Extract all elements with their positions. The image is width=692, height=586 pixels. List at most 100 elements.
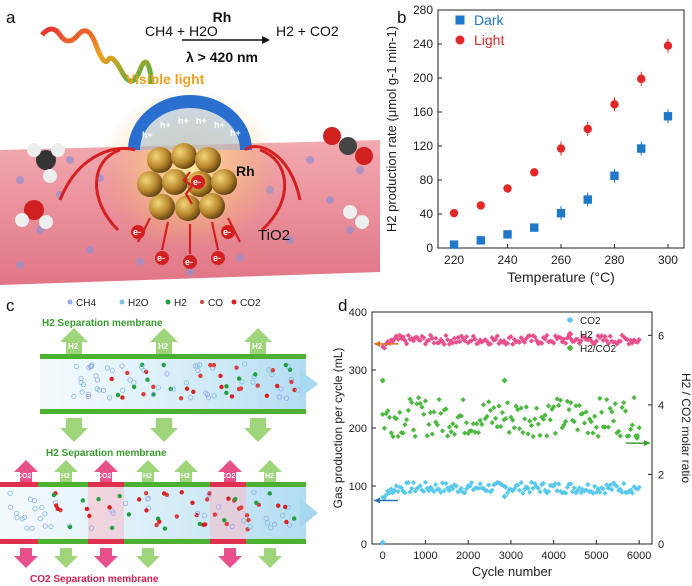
molecule <box>85 391 91 397</box>
data-point <box>414 334 420 340</box>
data-point <box>489 487 495 493</box>
data-point-dark <box>637 144 646 153</box>
molecule <box>239 505 244 510</box>
molecule <box>119 363 125 369</box>
panel-d: d 0 100 200 300 400 0 2 4 6 0 1000 2000 3000 4000 5000… <box>330 292 692 586</box>
molecule <box>127 377 133 383</box>
molecule <box>287 367 293 372</box>
molecule <box>253 372 258 377</box>
data-point <box>551 340 557 346</box>
data-point <box>602 490 608 496</box>
left-axis-arrowhead-h2 <box>374 340 380 347</box>
data-point <box>622 408 629 414</box>
data-point <box>523 404 529 410</box>
molecule <box>178 396 184 401</box>
data-point <box>612 339 618 345</box>
data-point-dark <box>663 112 673 121</box>
x-tick-label: 3000 <box>499 550 523 562</box>
molecule <box>145 377 150 382</box>
data-point <box>480 402 487 408</box>
data-point <box>422 341 429 347</box>
x-tick-label: 4000 <box>541 550 565 562</box>
data-point-dark <box>530 223 539 232</box>
data-point <box>405 332 411 339</box>
svg-text:H2: H2 <box>143 473 152 480</box>
molecule <box>197 521 203 527</box>
molecule <box>104 365 110 371</box>
svg-text:h+: h+ <box>142 130 153 140</box>
molecule <box>87 364 94 370</box>
legend-h2: H2 <box>174 298 187 309</box>
data-point <box>412 433 418 440</box>
y-tick-label: 240 <box>413 37 433 51</box>
data-point <box>532 416 538 422</box>
svg-text:CO2: CO2 <box>17 473 32 480</box>
y-tick-label: 40 <box>420 207 434 221</box>
data-point <box>602 424 608 430</box>
data-point <box>556 481 562 487</box>
svg-text:e-: e- <box>193 177 201 187</box>
data-point <box>417 483 423 489</box>
molecule <box>145 496 151 502</box>
molecule <box>226 496 231 501</box>
molecule <box>94 386 100 392</box>
molecule <box>203 390 209 396</box>
data-point-dark <box>476 236 485 245</box>
data-point <box>568 481 574 487</box>
molecule <box>37 516 43 522</box>
molecule <box>24 525 30 531</box>
data-point <box>626 433 632 439</box>
molecule <box>222 518 227 523</box>
membrane-co2-label: CO2 Separation membrane <box>30 574 159 585</box>
data-point <box>619 489 625 496</box>
data-point <box>621 400 627 406</box>
molecule <box>191 389 196 395</box>
data-point <box>410 427 417 433</box>
data-point <box>585 430 591 436</box>
data-point <box>522 416 528 422</box>
data-point <box>475 429 482 436</box>
molecule <box>141 392 146 397</box>
molecule <box>268 525 274 531</box>
data-point <box>628 337 634 343</box>
molecule <box>269 371 275 378</box>
data-point <box>445 485 451 491</box>
lattice-atoms <box>16 156 364 276</box>
data-point <box>525 431 531 437</box>
svg-text:e-: e- <box>157 253 165 263</box>
molecule <box>87 513 92 519</box>
molecule <box>242 361 248 367</box>
data-point <box>484 413 490 419</box>
data-point <box>528 422 535 429</box>
data-point <box>614 341 620 347</box>
molecule <box>241 518 247 524</box>
molecule <box>151 384 156 390</box>
molecule <box>244 513 250 518</box>
panel-label-c: c <box>6 296 15 315</box>
legend-marker <box>566 330 574 338</box>
panel-c-illustration: CH4 H2O H2 CO CO2 H2 Separation membrane… <box>0 298 318 585</box>
molecule <box>194 363 200 369</box>
molecule <box>236 386 242 392</box>
molecule <box>205 395 212 401</box>
molecule <box>255 383 260 388</box>
molecule <box>211 362 217 368</box>
data-point <box>598 409 605 415</box>
data-point <box>604 396 610 403</box>
molecule <box>100 387 107 393</box>
light-wave <box>40 26 155 85</box>
legend-co: CO <box>208 298 223 309</box>
molecule <box>109 376 114 382</box>
molecule <box>205 497 210 502</box>
x-tick-label: 0 <box>380 550 386 562</box>
data-point <box>381 425 387 431</box>
molecule <box>295 387 301 393</box>
molecule <box>131 384 137 390</box>
molecule <box>143 491 149 496</box>
data-point <box>573 403 579 409</box>
y-tick-label: 0 <box>361 539 367 551</box>
x-tick-label: 280 <box>604 253 624 267</box>
molecule <box>274 383 280 389</box>
out-arrows-bottom <box>14 460 282 482</box>
data-point <box>390 338 396 344</box>
